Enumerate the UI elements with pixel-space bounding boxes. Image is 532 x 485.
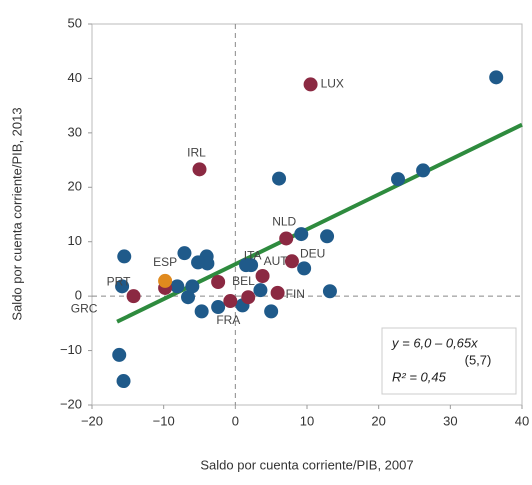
point	[416, 163, 431, 178]
y-tick-label: 0	[75, 288, 82, 303]
point	[489, 70, 504, 85]
equation-text: (5,7)	[465, 352, 492, 367]
point	[294, 227, 309, 242]
point-label: FRA	[216, 313, 240, 327]
y-tick-label: 20	[68, 179, 82, 194]
point	[191, 255, 206, 270]
point-label: FIN	[286, 287, 305, 301]
point	[116, 374, 131, 389]
x-tick-label: 40	[515, 413, 529, 428]
point-label: DEU	[300, 246, 325, 260]
point	[241, 290, 256, 305]
point	[181, 290, 196, 305]
equation-box	[381, 327, 517, 395]
x-tick-label: 30	[443, 413, 457, 428]
x-tick-label: −10	[153, 413, 175, 428]
point	[194, 304, 209, 319]
point-label: AUT	[264, 254, 289, 268]
point	[177, 246, 192, 261]
point-label: GRC	[71, 302, 98, 316]
point	[264, 304, 279, 319]
point	[239, 258, 254, 273]
point	[320, 229, 335, 244]
trend-line	[116, 122, 523, 324]
point	[322, 284, 337, 299]
point	[117, 249, 132, 264]
point	[391, 172, 406, 187]
x-tick-label: −20	[81, 413, 103, 428]
point	[126, 289, 141, 304]
point	[253, 283, 268, 298]
y-tick-label: 40	[68, 70, 82, 85]
point-label: NLD	[272, 215, 296, 229]
point	[270, 285, 285, 300]
point	[185, 279, 200, 294]
point	[223, 294, 238, 309]
point	[170, 279, 185, 294]
point	[272, 171, 287, 186]
y-tick-label: 30	[68, 124, 82, 139]
y-tick-label: 10	[68, 233, 82, 248]
x-axis-label: Saldo por cuenta corriente/PIB, 2007	[200, 457, 413, 472]
point	[211, 300, 226, 315]
y-tick-label: −20	[60, 396, 82, 411]
point	[284, 254, 299, 269]
y-axis-label: Saldo por cuenta corriente/PIB, 2013	[9, 107, 24, 320]
point	[112, 347, 127, 362]
point	[192, 162, 207, 177]
point-label: LUX	[321, 77, 344, 91]
point	[115, 279, 130, 294]
point-label: PRT	[107, 274, 131, 288]
point-label: BEL	[232, 274, 255, 288]
point	[211, 274, 226, 289]
point-label: ESP	[153, 255, 177, 269]
x-tick-label: 20	[371, 413, 385, 428]
equation-text: y = 6,0 – 0,65x	[391, 335, 478, 350]
y-tick-label: −10	[60, 342, 82, 357]
point	[279, 231, 294, 246]
point-label: ITA	[244, 249, 262, 263]
point	[303, 77, 318, 92]
point	[297, 261, 312, 276]
y-tick-label: 50	[68, 15, 82, 30]
point-label: IRL	[187, 145, 206, 159]
point	[158, 273, 173, 288]
point	[255, 269, 270, 284]
x-tick-label: 0	[232, 413, 239, 428]
x-tick-label: 10	[300, 413, 314, 428]
equation-text: R² = 0,45	[392, 369, 447, 384]
